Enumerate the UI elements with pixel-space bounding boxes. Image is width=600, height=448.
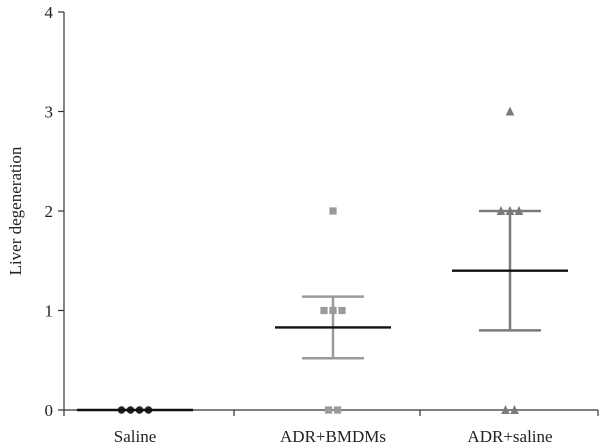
data-point bbox=[505, 106, 515, 116]
data-point bbox=[338, 306, 346, 315]
y-tick-label: 0 bbox=[45, 401, 54, 420]
data-point bbox=[333, 406, 342, 414]
data-point bbox=[320, 306, 328, 315]
data-point bbox=[329, 306, 337, 315]
data-point bbox=[514, 206, 524, 215]
y-axis-title: Liver degeneration bbox=[6, 146, 25, 275]
y-tick-label: 4 bbox=[45, 3, 54, 22]
data-point bbox=[324, 406, 333, 414]
y-tick-label: 3 bbox=[45, 103, 54, 122]
data-point bbox=[505, 206, 515, 215]
data-point bbox=[496, 206, 506, 215]
data-points bbox=[117, 106, 524, 414]
x-tick-label: ADR+BMDMs bbox=[280, 427, 386, 446]
y-tick-label: 1 bbox=[45, 302, 54, 321]
data-point bbox=[510, 405, 519, 414]
mean-lines bbox=[77, 269, 568, 412]
data-point bbox=[501, 405, 510, 414]
x-tick-label: ADR+saline bbox=[467, 427, 552, 446]
data-point bbox=[329, 207, 337, 215]
axis-labels: 0 1 2 3 4 Saline ADR+BMDMs ADR+saline Liver dege… bbox=[6, 3, 553, 446]
y-tick-label: 2 bbox=[45, 202, 54, 221]
x-tick-label: Saline bbox=[114, 427, 157, 446]
error-bars bbox=[302, 209, 541, 360]
